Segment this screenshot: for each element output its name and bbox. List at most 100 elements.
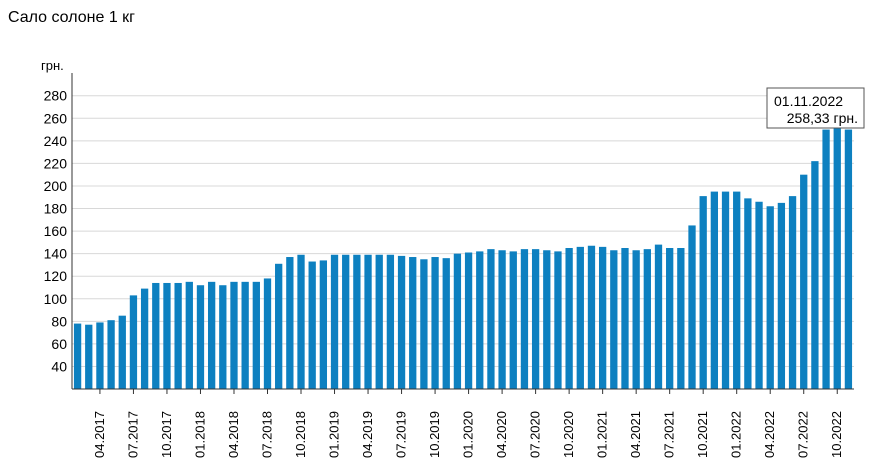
bar[interactable]	[654, 244, 663, 389]
bar[interactable]	[554, 251, 562, 389]
x-tick-label: 10.2022	[829, 411, 844, 458]
bar[interactable]	[386, 254, 395, 389]
bar[interactable]	[755, 201, 763, 389]
bar[interactable]	[587, 245, 596, 389]
bar[interactable]	[844, 129, 853, 389]
bar[interactable]	[431, 257, 439, 389]
bar[interactable]	[833, 120, 841, 389]
bar[interactable]	[643, 249, 651, 389]
x-tick-label: 10.2021	[695, 411, 710, 458]
x-tick-label: 07.2021	[662, 411, 677, 458]
x-tick-label: 04.2018	[226, 411, 241, 458]
bar[interactable]	[543, 250, 551, 389]
bar[interactable]	[73, 323, 82, 389]
bar[interactable]	[107, 320, 115, 389]
bar[interactable]	[85, 324, 93, 389]
bar[interactable]	[397, 255, 406, 389]
bar[interactable]	[319, 260, 328, 389]
y-tick-label: 40	[51, 358, 67, 374]
bar[interactable]	[531, 249, 540, 389]
x-tick-label: 10.2018	[293, 411, 308, 458]
y-tick-label: 260	[44, 110, 68, 126]
x-tick-label: 10.2017	[159, 411, 174, 458]
bar[interactable]	[766, 206, 774, 389]
bar[interactable]	[118, 315, 126, 389]
y-tick-label: 100	[44, 291, 68, 307]
bar[interactable]	[453, 253, 462, 389]
tooltip-value: 258,33 грн.	[787, 110, 858, 126]
bar[interactable]	[598, 246, 607, 389]
bar[interactable]	[710, 191, 719, 389]
bar[interactable]	[252, 281, 260, 389]
bar[interactable]	[487, 249, 495, 389]
bar[interactable]	[721, 191, 730, 389]
bar[interactable]	[241, 281, 249, 389]
x-tick-label: 01.2020	[461, 411, 476, 458]
bar[interactable]	[677, 248, 685, 389]
bar[interactable]	[777, 202, 786, 389]
bars	[73, 120, 853, 389]
bar[interactable]	[297, 254, 305, 389]
x-tick-label: 07.2017	[125, 411, 140, 458]
bar[interactable]	[699, 196, 707, 389]
bar[interactable]	[230, 281, 238, 389]
bar[interactable]	[476, 251, 484, 389]
bar[interactable]	[330, 254, 339, 389]
bar[interactable]	[152, 282, 160, 389]
bar[interactable]	[733, 191, 741, 389]
bar[interactable]	[342, 254, 350, 389]
bar[interactable]	[520, 249, 529, 389]
bar[interactable]	[96, 322, 104, 389]
y-tick-label: 60	[51, 336, 67, 352]
bar[interactable]	[375, 254, 383, 389]
bar[interactable]	[621, 248, 629, 389]
bar[interactable]	[364, 254, 372, 389]
bar[interactable]	[185, 281, 193, 389]
bar[interactable]	[788, 196, 797, 389]
bar[interactable]	[565, 248, 573, 389]
bar[interactable]	[610, 250, 618, 389]
x-tick-label: 07.2018	[260, 411, 275, 458]
bar[interactable]	[308, 261, 316, 389]
y-tick-label: 220	[44, 155, 68, 171]
bar[interactable]	[353, 254, 361, 389]
bar[interactable]	[207, 281, 216, 389]
tooltip-box	[766, 87, 865, 129]
chart-title: Сало солоне 1 кг	[8, 9, 135, 26]
x-tick-label: 04.2021	[628, 411, 643, 458]
bar[interactable]	[800, 174, 808, 389]
bar[interactable]	[263, 278, 272, 389]
x-tick-label: 01.2021	[595, 411, 610, 458]
bar[interactable]	[744, 198, 752, 389]
bar[interactable]	[464, 252, 473, 389]
x-tick-label: 07.2020	[528, 411, 543, 458]
bar[interactable]	[129, 295, 138, 389]
bar[interactable]	[409, 257, 417, 389]
x-tick-label: 04.2019	[360, 411, 375, 458]
bar[interactable]	[174, 282, 182, 389]
bar[interactable]	[286, 257, 294, 389]
bar[interactable]	[632, 250, 640, 389]
bar[interactable]	[219, 285, 227, 389]
bar[interactable]	[666, 248, 674, 389]
x-tick-label: 04.2017	[92, 411, 107, 458]
bar[interactable]	[509, 251, 517, 389]
bar[interactable]	[822, 129, 830, 389]
y-tick-label: 240	[44, 133, 68, 149]
bar[interactable]	[163, 282, 171, 389]
axes	[71, 73, 854, 390]
bar[interactable]	[811, 161, 819, 389]
x-tick-label: 10.2020	[561, 411, 576, 458]
bar[interactable]	[442, 258, 450, 389]
bar[interactable]	[420, 259, 428, 389]
x-tick-label: 10.2019	[427, 411, 442, 458]
bar[interactable]	[576, 246, 584, 389]
x-tick-label: 01.2022	[729, 411, 744, 458]
y-tick-label: 120	[44, 268, 68, 284]
bar[interactable]	[688, 225, 696, 389]
x-tick-label: 01.2019	[327, 411, 342, 458]
bar[interactable]	[196, 285, 205, 389]
bar[interactable]	[275, 263, 283, 389]
bar[interactable]	[140, 288, 149, 389]
bar[interactable]	[498, 250, 506, 389]
